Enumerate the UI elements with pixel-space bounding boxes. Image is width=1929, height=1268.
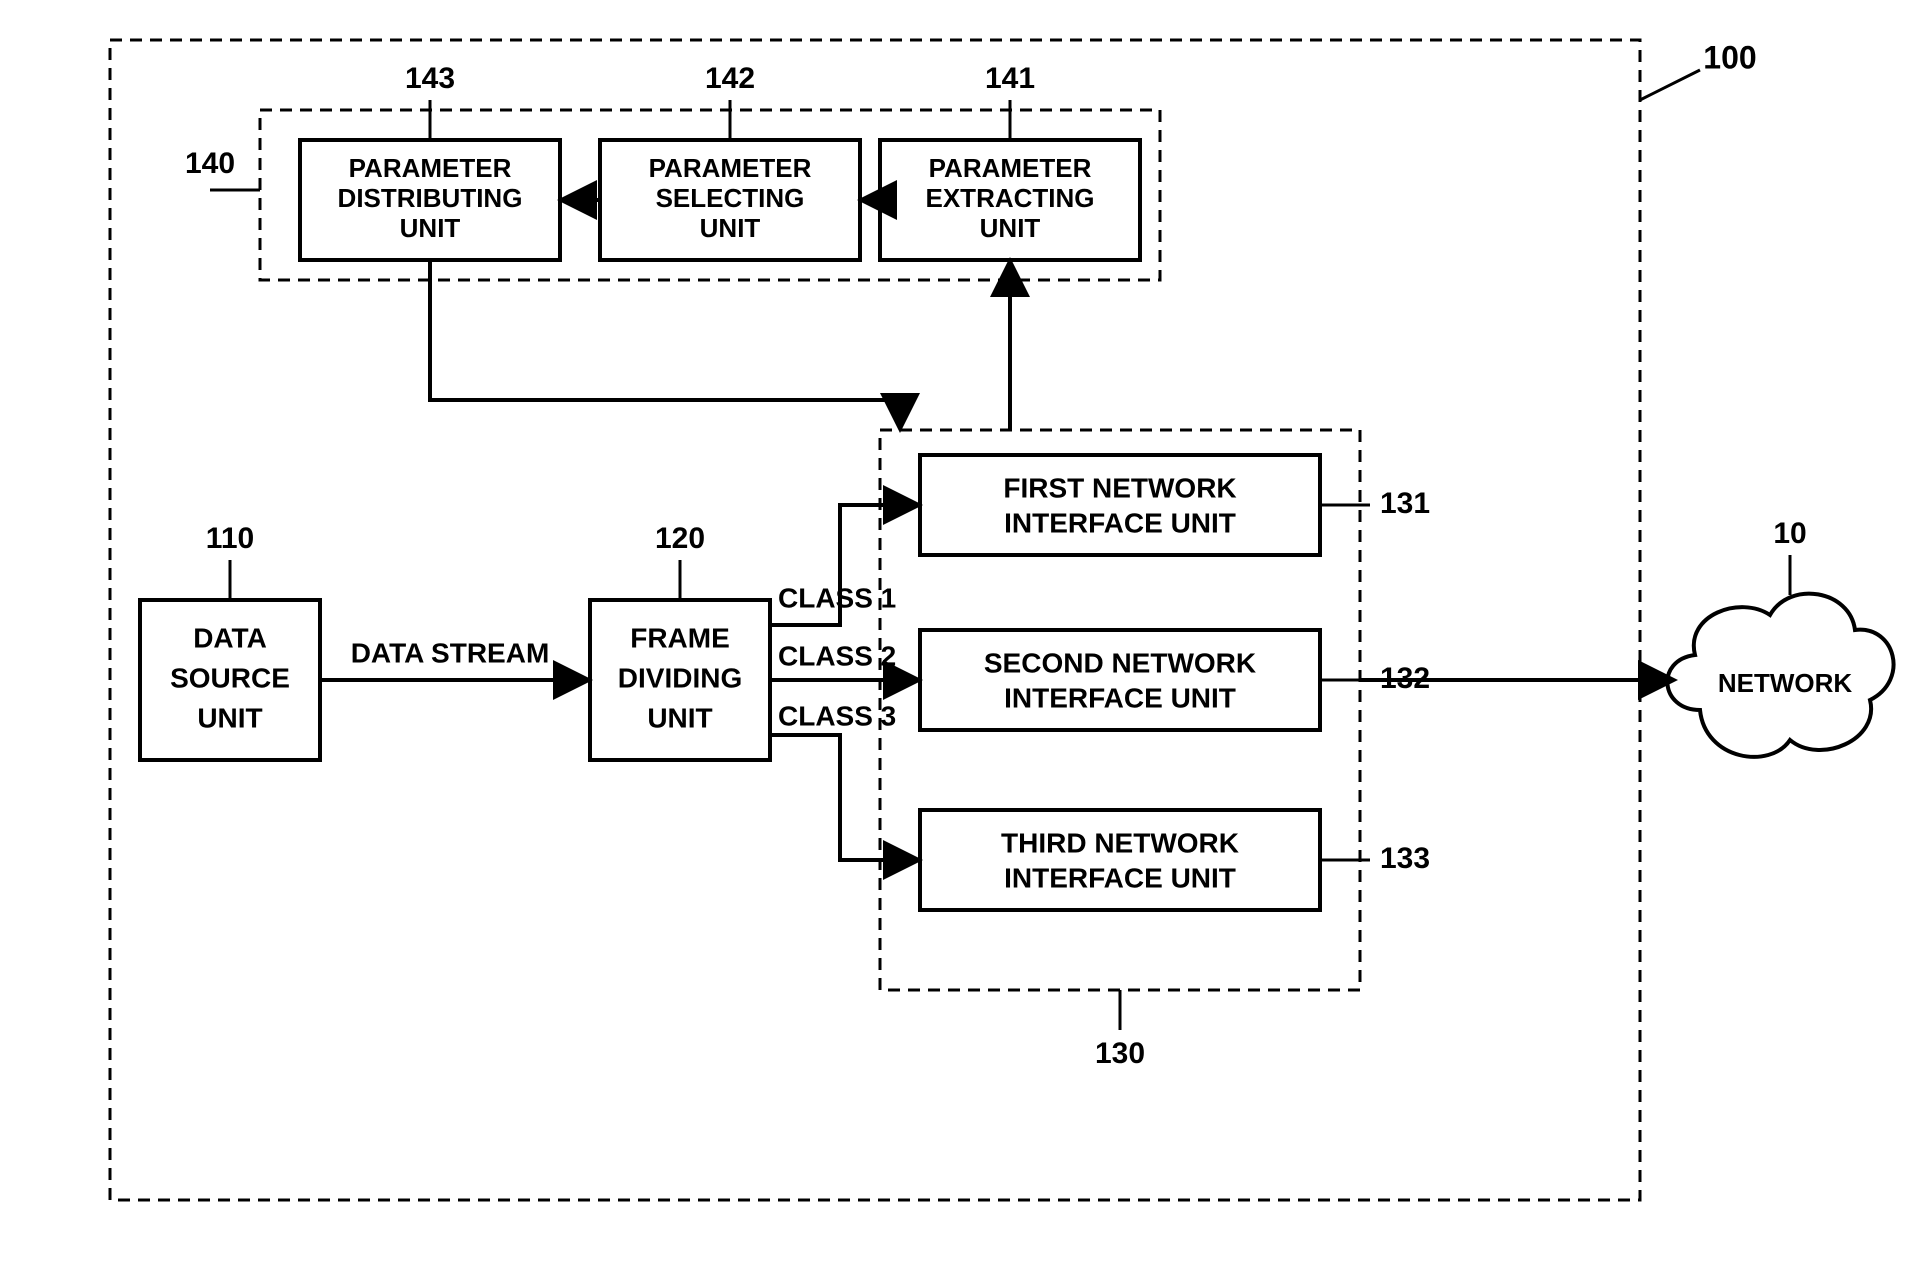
ref-110: 110 [206, 522, 254, 555]
ref-141: 141 [985, 62, 1035, 95]
block-132: SECOND NETWORK INTERFACE UNIT 132 [920, 630, 1430, 730]
ref-130: 130 [1095, 1037, 1145, 1070]
block-120-line1: FRAME [630, 622, 730, 653]
ref-100: 100 [1703, 39, 1756, 75]
ref-140: 140 [185, 147, 235, 180]
ref-142: 142 [705, 62, 755, 95]
block-143-line1: PARAMETER [349, 153, 512, 183]
block-141-line1: PARAMETER [929, 153, 1092, 183]
block-120-line2: DIVIDING [618, 662, 742, 693]
block-141-line2: EXTRACTING [926, 183, 1095, 213]
block-131: FIRST NETWORK INTERFACE UNIT 131 [920, 455, 1430, 555]
label-class1: CLASS 1 [778, 582, 896, 613]
block-131-line2: INTERFACE UNIT [1004, 507, 1236, 538]
block-120-line3: UNIT [647, 702, 712, 733]
block-142-line1: PARAMETER [649, 153, 812, 183]
edge-143-130 [430, 260, 900, 425]
network-cloud: NETWORK 10 [1667, 517, 1893, 757]
label-class3: CLASS 3 [778, 700, 896, 731]
block-110-line1: DATA [193, 622, 267, 653]
block-120: FRAME DIVIDING UNIT 120 [590, 522, 770, 760]
block-110: DATA SOURCE UNIT 110 [140, 522, 320, 760]
ref-143: 143 [405, 62, 455, 95]
leader-100 [1640, 70, 1700, 100]
ref-133: 133 [1380, 842, 1430, 875]
block-132-line2: INTERFACE UNIT [1004, 682, 1236, 713]
block-143: PARAMETER DISTRIBUTING UNIT 143 [300, 62, 560, 260]
label-class2: CLASS 2 [778, 640, 896, 671]
cloud-label: NETWORK [1718, 668, 1853, 698]
block-133: THIRD NETWORK INTERFACE UNIT 133 [920, 810, 1430, 910]
block-141: PARAMETER EXTRACTING UNIT 141 [880, 62, 1140, 260]
block-131-line1: FIRST NETWORK [1003, 472, 1236, 503]
label-data-stream: DATA STREAM [351, 637, 550, 668]
block-143-line2: DISTRIBUTING [338, 183, 523, 213]
block-141-line3: UNIT [980, 213, 1041, 243]
ref-10: 10 [1773, 517, 1806, 550]
edge-120-133 [770, 735, 915, 860]
block-133-line2: INTERFACE UNIT [1004, 862, 1236, 893]
block-142-line3: UNIT [700, 213, 761, 243]
block-110-line3: UNIT [197, 702, 262, 733]
block-110-line2: SOURCE [170, 662, 290, 693]
block-142-line2: SELECTING [656, 183, 805, 213]
block-132-line1: SECOND NETWORK [984, 647, 1256, 678]
diagram-canvas: 100 140 130 PARAMETER DISTRIBUTING UNIT … [0, 0, 1929, 1268]
ref-131: 131 [1380, 487, 1430, 520]
block-143-line3: UNIT [400, 213, 461, 243]
block-133-line1: THIRD NETWORK [1001, 827, 1239, 858]
ref-120: 120 [655, 522, 705, 555]
block-142: PARAMETER SELECTING UNIT 142 [600, 62, 860, 260]
